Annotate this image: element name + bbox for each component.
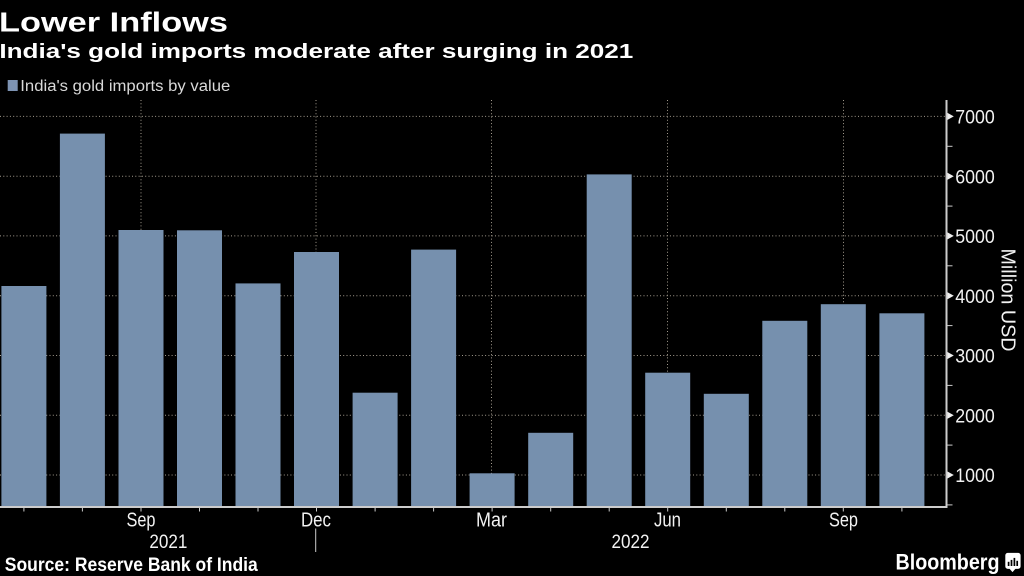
- svg-text:Bloomberg: Bloomberg: [896, 549, 1000, 574]
- svg-text:2022: 2022: [612, 532, 650, 553]
- svg-text:Million USD: Million USD: [997, 249, 1019, 352]
- svg-text:Sep: Sep: [829, 510, 858, 532]
- svg-text:6000: 6000: [955, 166, 995, 188]
- svg-text:7000: 7000: [955, 107, 995, 129]
- svg-text:Jun: Jun: [654, 510, 681, 532]
- svg-text:3000: 3000: [955, 346, 995, 368]
- svg-text:Lower Inflows: Lower Inflows: [0, 7, 228, 38]
- svg-text:1000: 1000: [955, 465, 995, 487]
- svg-text:Source: Reserve Bank of India: Source: Reserve Bank of India: [5, 555, 258, 576]
- svg-text:India's gold imports by value: India's gold imports by value: [20, 78, 230, 95]
- svg-text:5000: 5000: [955, 226, 995, 248]
- svg-text:4000: 4000: [955, 286, 995, 308]
- svg-text:2021: 2021: [149, 532, 187, 553]
- svg-text:Sep: Sep: [127, 510, 156, 532]
- svg-text:Dec: Dec: [301, 510, 331, 532]
- svg-text:Mar: Mar: [476, 510, 507, 532]
- svg-text:India's gold imports moderate: India's gold imports moderate after surg…: [0, 41, 633, 63]
- svg-text:2000: 2000: [955, 405, 995, 427]
